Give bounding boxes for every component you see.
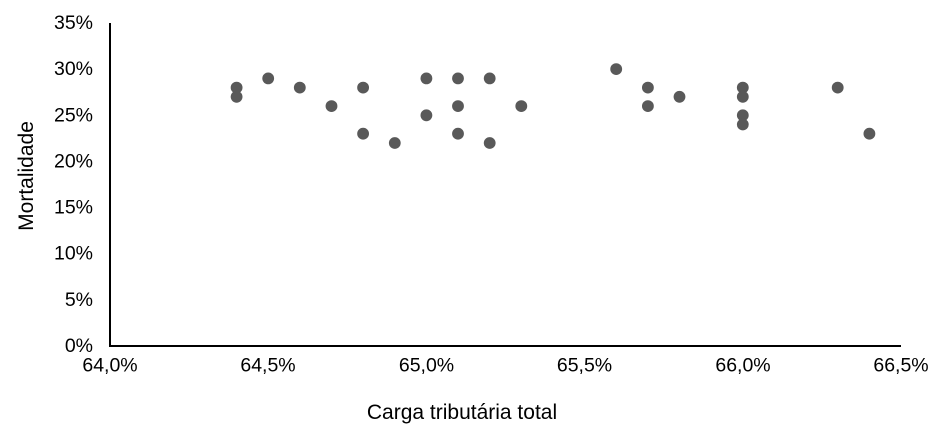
svg-text:65,0%: 65,0% [399, 355, 454, 377]
svg-text:64,5%: 64,5% [240, 355, 295, 377]
svg-text:66,0%: 66,0% [715, 355, 770, 377]
svg-text:20%: 20% [54, 150, 93, 172]
svg-text:64,0%: 64,0% [82, 355, 137, 377]
svg-text:Mortalidade: Mortalidade [15, 121, 38, 231]
svg-text:0%: 0% [65, 335, 93, 357]
svg-text:25%: 25% [54, 104, 93, 126]
svg-text:65,5%: 65,5% [557, 355, 612, 377]
svg-text:10%: 10% [54, 243, 93, 265]
svg-text:66,5%: 66,5% [873, 355, 928, 377]
svg-text:Carga tributária total: Carga tributária total [367, 401, 557, 424]
svg-text:30%: 30% [54, 58, 93, 80]
svg-text:15%: 15% [54, 197, 93, 219]
svg-text:35%: 35% [54, 12, 93, 34]
svg-text:5%: 5% [65, 289, 93, 311]
